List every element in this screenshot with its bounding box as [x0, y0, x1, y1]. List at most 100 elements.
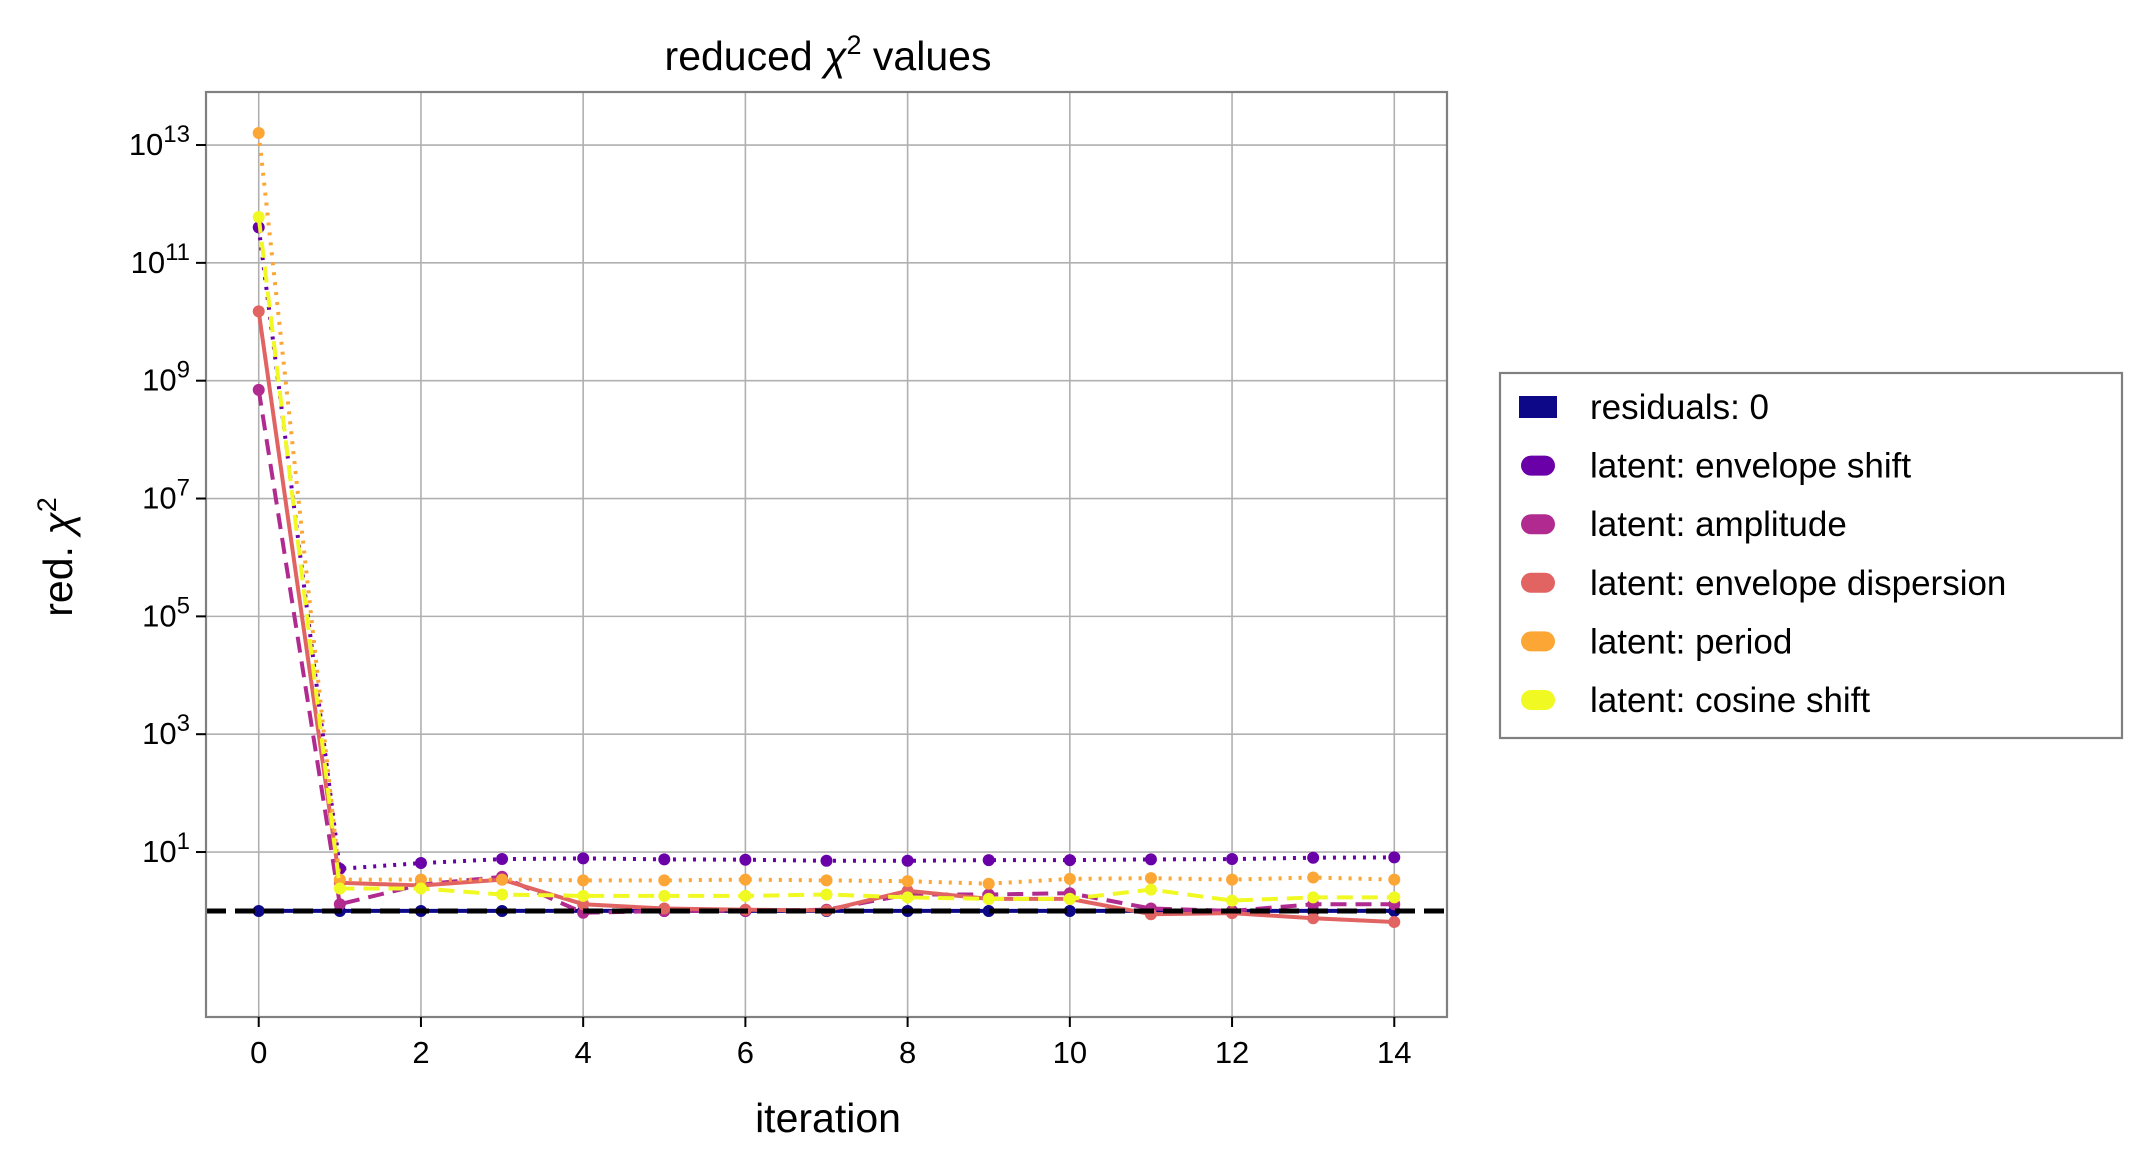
data-point [577, 852, 590, 865]
data-point [1307, 912, 1320, 925]
data-point [414, 882, 427, 895]
data-point [1226, 873, 1239, 886]
data-point [982, 854, 995, 867]
data-point [1144, 853, 1157, 866]
legend-label: latent: envelope dispersion [1590, 564, 2006, 603]
series-1 [252, 221, 1401, 875]
data-point [1063, 904, 1076, 917]
legend-swatch [1521, 631, 1555, 652]
data-point [252, 305, 265, 318]
gridlines [206, 92, 1447, 1017]
data-point [1063, 892, 1076, 905]
data-point [414, 873, 427, 886]
y-tick-label: 1013 [129, 121, 190, 162]
title-chi-symbol: χ [821, 33, 847, 79]
data-point [901, 875, 914, 888]
series-layer [206, 126, 1447, 928]
legend-item: residuals: 0 [1519, 388, 1769, 427]
legend-label: latent: period [1590, 622, 1792, 661]
data-point [820, 888, 833, 901]
ylabel-chi-symbol: χ [35, 512, 81, 538]
y-tick-label: 109 [142, 357, 190, 398]
data-point [1388, 851, 1401, 864]
title-rest: values [862, 33, 992, 79]
data-point [577, 898, 590, 911]
legend-item: latent: cosine shift [1521, 681, 1870, 720]
data-point [1063, 872, 1076, 885]
legend-item: latent: amplitude [1521, 505, 1847, 544]
legend-swatch [1519, 396, 1557, 418]
data-point [901, 891, 914, 904]
legend-label: residuals: 0 [1590, 388, 1769, 427]
series-5 [252, 211, 1401, 907]
data-point [820, 854, 833, 867]
legend-swatch [1521, 514, 1555, 535]
legend-item: latent: period [1521, 622, 1792, 661]
data-point [496, 873, 509, 886]
data-point [1226, 894, 1239, 907]
x-tick-label: 10 [1053, 1035, 1087, 1070]
ylabel-superscript: 2 [32, 497, 62, 512]
legend-box [1498, 371, 2124, 740]
data-point [982, 877, 995, 890]
data-point [1307, 871, 1320, 884]
data-point [658, 889, 671, 902]
data-point [820, 874, 833, 887]
data-point [1307, 891, 1320, 904]
data-point [252, 904, 265, 917]
x-axis-label: iteration [755, 1095, 901, 1141]
legend-label: latent: envelope shift [1590, 447, 1911, 486]
data-point [658, 902, 671, 915]
y-tick-label: 105 [142, 592, 190, 633]
x-tick-label: 0 [250, 1035, 267, 1070]
title-superscript: 2 [847, 30, 862, 60]
data-point [496, 888, 509, 901]
data-point [901, 854, 914, 867]
data-point [414, 857, 427, 870]
data-point [1388, 915, 1401, 928]
legend-label: latent: amplitude [1590, 505, 1847, 544]
legend-swatch [1521, 455, 1555, 476]
y-axis-label: red. χ2 [32, 497, 81, 616]
y-tick-label: 107 [142, 475, 190, 516]
data-point [1307, 851, 1320, 864]
data-point [739, 889, 752, 902]
data-point [1388, 873, 1401, 886]
y-tick-label: 1011 [131, 239, 190, 280]
legend-swatch [1521, 572, 1555, 593]
chart-title: reduced χ2 values [665, 30, 992, 79]
data-point [1144, 883, 1157, 896]
data-point [658, 853, 671, 866]
data-point [739, 873, 752, 886]
data-point [658, 874, 671, 887]
data-point [1144, 872, 1157, 885]
data-point [982, 904, 995, 917]
data-point [982, 892, 995, 905]
x-tick-label: 2 [412, 1035, 429, 1070]
legend-label: latent: cosine shift [1590, 681, 1870, 720]
plot-frame [204, 90, 1449, 1019]
x-tick-label: 12 [1215, 1035, 1249, 1070]
data-point [496, 853, 509, 866]
y-tick-label: 101 [142, 828, 190, 869]
data-point [577, 874, 590, 887]
x-tick-label: 14 [1377, 1035, 1411, 1070]
legend: residuals: 0 latent: envelope shift latent… [1498, 371, 2124, 740]
x-tick-label: 8 [899, 1035, 916, 1070]
data-point [333, 882, 346, 895]
series-4 [252, 126, 1401, 890]
data-point [252, 383, 265, 396]
legend-swatch [1521, 690, 1555, 710]
legend-item: latent: envelope dispersion [1521, 564, 2006, 603]
data-point [1226, 853, 1239, 866]
data-point [1388, 891, 1401, 904]
series-line [256, 227, 1395, 871]
legend-item: latent: envelope shift [1521, 447, 1911, 486]
data-point [739, 853, 752, 866]
x-tick-label: 6 [737, 1035, 754, 1070]
x-tick-label: 4 [575, 1035, 592, 1070]
data-point [252, 211, 265, 224]
y-tick-label: 103 [142, 710, 190, 751]
data-point [333, 898, 346, 911]
data-point [577, 889, 590, 902]
